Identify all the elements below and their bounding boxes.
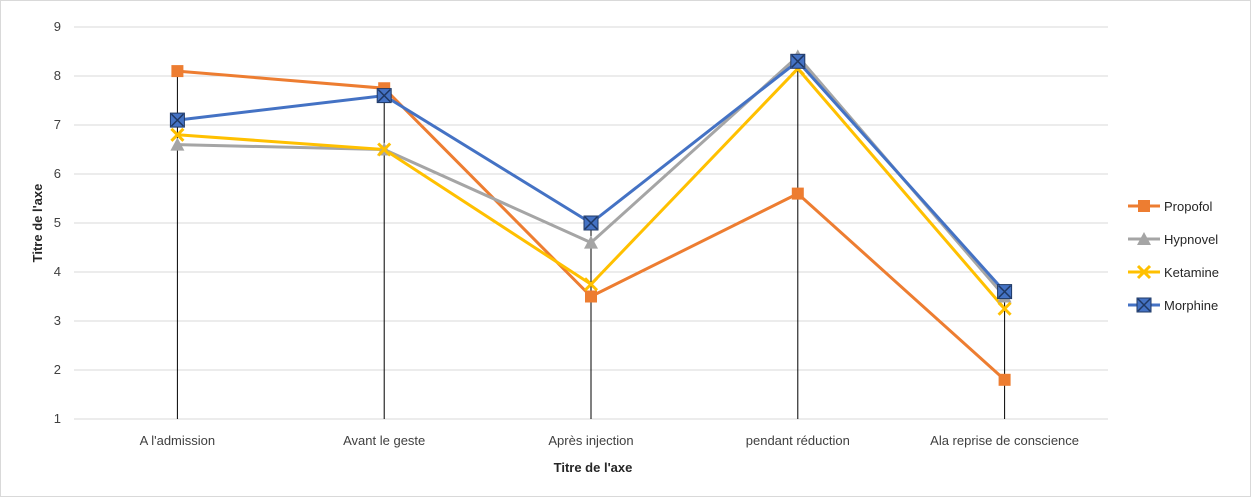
x-axis-title: Titre de l'axe: [554, 460, 633, 475]
y-tick-label: 6: [54, 166, 61, 181]
legend-item: Hypnovel: [1128, 232, 1218, 247]
data-point-marker: [790, 53, 806, 69]
legend-item: Morphine: [1128, 297, 1218, 313]
x-tick-label: Ala reprise de conscience: [930, 433, 1079, 448]
legend: Propofol Hypnovel Ketamine Morphine: [1128, 199, 1219, 313]
data-point-marker: [170, 137, 185, 151]
y-tick-label: 9: [54, 19, 61, 34]
x-tick-label: Avant le geste: [343, 433, 425, 448]
data-point-marker: [997, 301, 1012, 316]
data-point-marker: [376, 88, 392, 104]
data-point-marker: [1138, 200, 1150, 212]
data-point-marker: [1136, 297, 1152, 313]
y-axis-title: Titre de l'axe: [30, 184, 45, 263]
data-point-marker: [585, 290, 597, 303]
legend-label: Ketamine: [1164, 265, 1219, 280]
data-point-marker: [170, 127, 185, 142]
data-point-marker: [998, 373, 1011, 386]
y-tick-label: 7: [54, 117, 61, 132]
y-tick-label: 1: [54, 411, 61, 426]
x-tick-label: pendant réduction: [746, 433, 850, 448]
y-tick-label: 8: [54, 68, 61, 83]
x-tick-label: Après injection: [548, 433, 633, 448]
legend-label: Hypnovel: [1164, 232, 1218, 247]
data-point-marker: [584, 235, 598, 249]
legend-label: Propofol: [1164, 199, 1213, 214]
data-point-marker: [171, 65, 184, 78]
data-point-marker: [583, 215, 599, 231]
x-tick-label: A l'admission: [140, 433, 215, 448]
legend-label: Morphine: [1164, 298, 1218, 313]
series-markers: [169, 49, 1013, 386]
data-point-marker: [169, 112, 185, 128]
y-tick-labels: 1 2 3 4 5 6 7 8 9: [54, 19, 61, 426]
legend-item: Ketamine: [1128, 264, 1219, 280]
y-tick-label: 3: [54, 313, 61, 328]
y-tick-label: 5: [54, 215, 61, 230]
data-point-marker: [1137, 232, 1151, 245]
legend-item: Propofol: [1128, 199, 1213, 214]
data-point-marker: [1136, 264, 1152, 280]
y-tick-label: 4: [54, 264, 61, 279]
x-tick-labels: A l'admission Avant le geste Après injecti…: [140, 433, 1079, 448]
data-point-marker: [997, 284, 1013, 300]
data-point-marker: [583, 277, 599, 292]
data-point-marker: [791, 187, 804, 200]
data-point-marker: [377, 142, 392, 157]
y-tick-label: 2: [54, 362, 61, 377]
